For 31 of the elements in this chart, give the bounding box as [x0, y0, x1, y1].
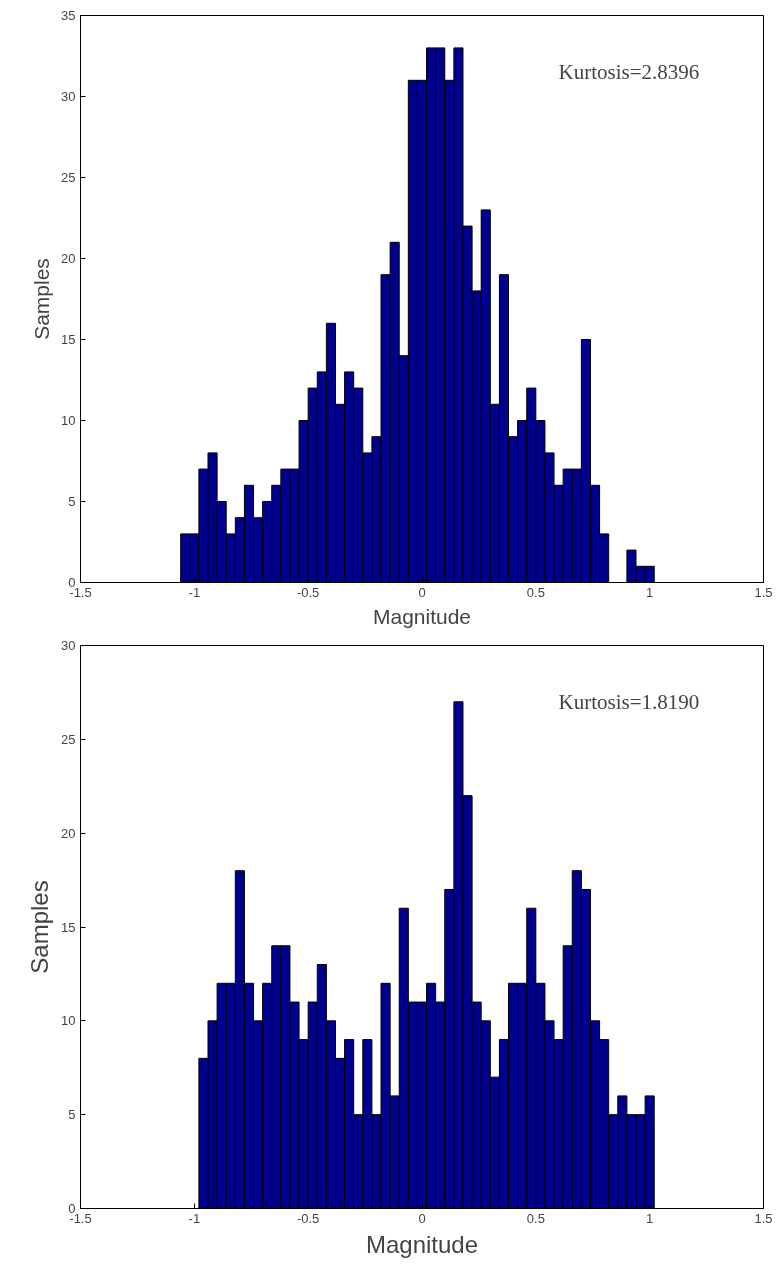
- x-tick-label: 0: [418, 584, 426, 600]
- x-tick-label: -0.5: [296, 584, 320, 600]
- y-tick-label: 20: [61, 825, 76, 841]
- y-tick-label: 5: [68, 494, 76, 509]
- y-tick-label: 35: [61, 8, 76, 23]
- x-tick-label: 1: [646, 1210, 654, 1226]
- y-tick-label: 10: [61, 1013, 76, 1029]
- y-tick-label: 15: [61, 919, 76, 935]
- y-tick-label: 5: [68, 1107, 76, 1123]
- y-tick-label: 25: [61, 731, 76, 747]
- y-tick-label: 10: [61, 413, 76, 428]
- x-tick-label: -0.5: [296, 1210, 320, 1226]
- x-tick-label: 0.5: [526, 584, 545, 600]
- y-tick-label: 25: [61, 170, 76, 185]
- x-tick-label: -1: [188, 584, 201, 600]
- annotation: Kurtosis=1.8190: [558, 689, 700, 714]
- x-axis-title: Magnitude: [365, 1230, 479, 1258]
- y-tick-label: 15: [61, 332, 76, 347]
- x-tick-label: 0.5: [526, 1210, 545, 1226]
- x-axis-title: Magnitude: [372, 604, 472, 628]
- y-axis-title: Samples: [30, 258, 54, 340]
- x-tick-label: 1: [646, 584, 654, 600]
- y-tick-label: 30: [61, 89, 76, 104]
- annotation: Kurtosis=2.8396: [558, 60, 700, 85]
- y-tick-label: 30: [61, 638, 76, 653]
- y-tick-label: 20: [61, 251, 76, 266]
- x-tick-label: 1.5: [754, 584, 773, 600]
- x-tick-label: 1.5: [754, 1210, 773, 1226]
- x-tick-label: -1: [188, 1210, 201, 1226]
- y-axis-title: Samples: [26, 880, 54, 974]
- x-tick-label: 0: [418, 1210, 426, 1226]
